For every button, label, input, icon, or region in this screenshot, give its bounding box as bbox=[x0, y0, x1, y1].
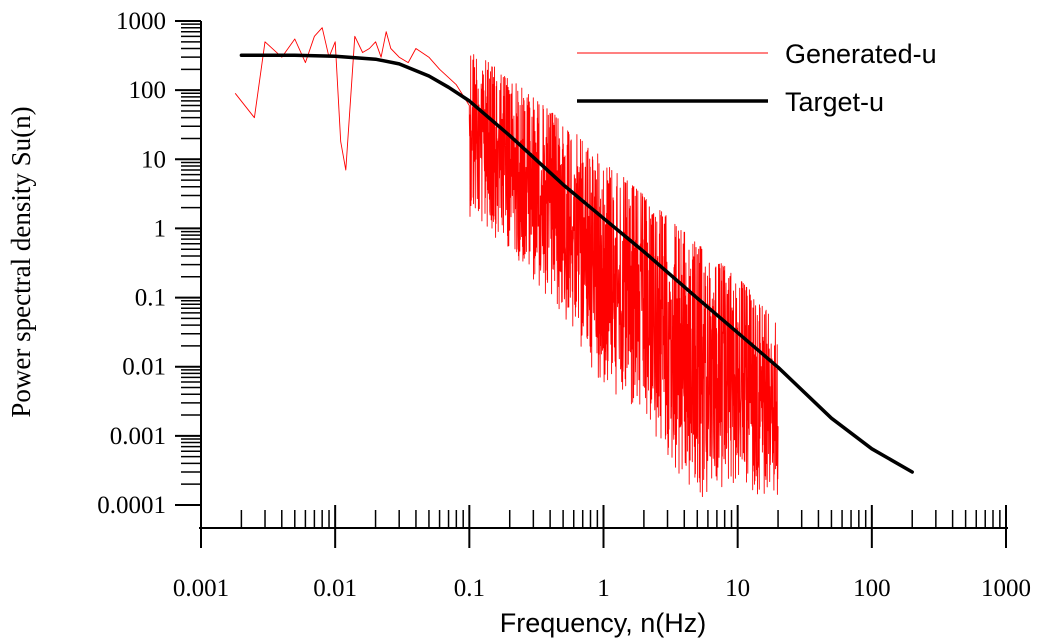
x-tick-label: 10 bbox=[725, 575, 750, 602]
legend: Generated-u Target-u bbox=[577, 39, 937, 117]
y-tick-label: 1000 bbox=[116, 8, 166, 35]
axes: 0.0001 0.001 0.01 0.1 1 10 100 1000 0.001 0.01 0.1… bbox=[97, 8, 1031, 602]
x-tick-label: 0.001 bbox=[173, 575, 229, 602]
series-layer bbox=[234, 27, 914, 498]
y-tick-label: 0.1 bbox=[135, 285, 166, 312]
y-tick-label: 0.0001 bbox=[97, 492, 166, 519]
legend-label-target-u: Target-u bbox=[785, 87, 884, 117]
x-axis-title: Frequency, n(Hz) bbox=[500, 608, 707, 638]
y-tick-label: 100 bbox=[129, 77, 167, 104]
y-axis-title: Power spectral density Su(n) bbox=[6, 106, 36, 417]
x-tick-label: 1000 bbox=[981, 575, 1031, 602]
y-tick-label: 10 bbox=[141, 146, 166, 173]
generated-u-series-line bbox=[234, 27, 779, 498]
y-tick-label: 1 bbox=[154, 215, 167, 242]
x-tick-label: 0.01 bbox=[313, 575, 357, 602]
legend-label-generated-u: Generated-u bbox=[785, 39, 937, 69]
y-tick-label: 0.01 bbox=[122, 354, 166, 381]
x-tick-label: 100 bbox=[853, 575, 891, 602]
x-tick-label: 1 bbox=[597, 575, 610, 602]
x-tick-label: 0.1 bbox=[454, 575, 485, 602]
target-u-series-line bbox=[239, 53, 914, 474]
y-tick-label: 0.001 bbox=[110, 423, 166, 450]
